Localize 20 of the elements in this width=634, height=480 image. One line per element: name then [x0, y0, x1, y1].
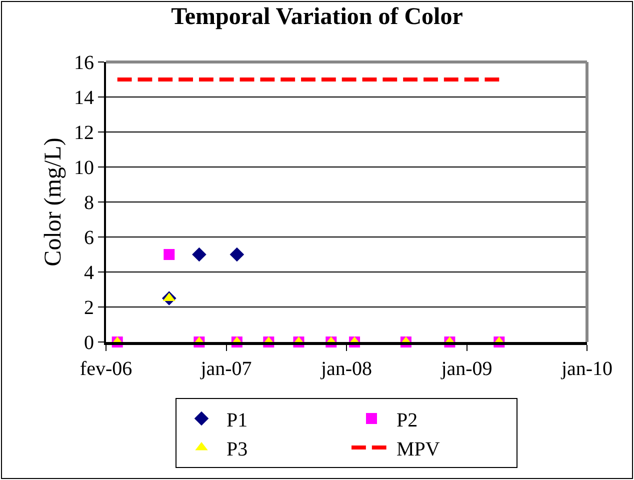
legend-label: MPV	[396, 438, 440, 460]
x-tick-label: jan-07	[200, 358, 252, 380]
chart-title: Temporal Variation of Color	[171, 4, 464, 30]
legend-label: P2	[396, 409, 418, 432]
x-tick-label: jan-10	[560, 358, 613, 380]
y-tick-label: 2	[84, 297, 94, 319]
legend-label: P3	[226, 438, 248, 460]
x-tick-label: jan-09	[440, 358, 492, 380]
y-tick-label: 4	[84, 262, 94, 284]
y-tick-label: 16	[74, 52, 94, 74]
y-tick-label: 10	[74, 157, 94, 179]
y-tick-label: 0	[84, 332, 94, 354]
y-axis-title: Color (mg/L)	[40, 138, 67, 266]
legend-label: P1	[226, 409, 248, 432]
x-tick-label: fev-06	[80, 358, 132, 380]
y-tick-label: 8	[84, 192, 94, 214]
y-tick-label: 6	[84, 227, 94, 249]
x-tick-label: jan-08	[320, 358, 372, 380]
y-tick-label: 14	[74, 87, 94, 109]
y-tick-label: 12	[74, 122, 94, 144]
